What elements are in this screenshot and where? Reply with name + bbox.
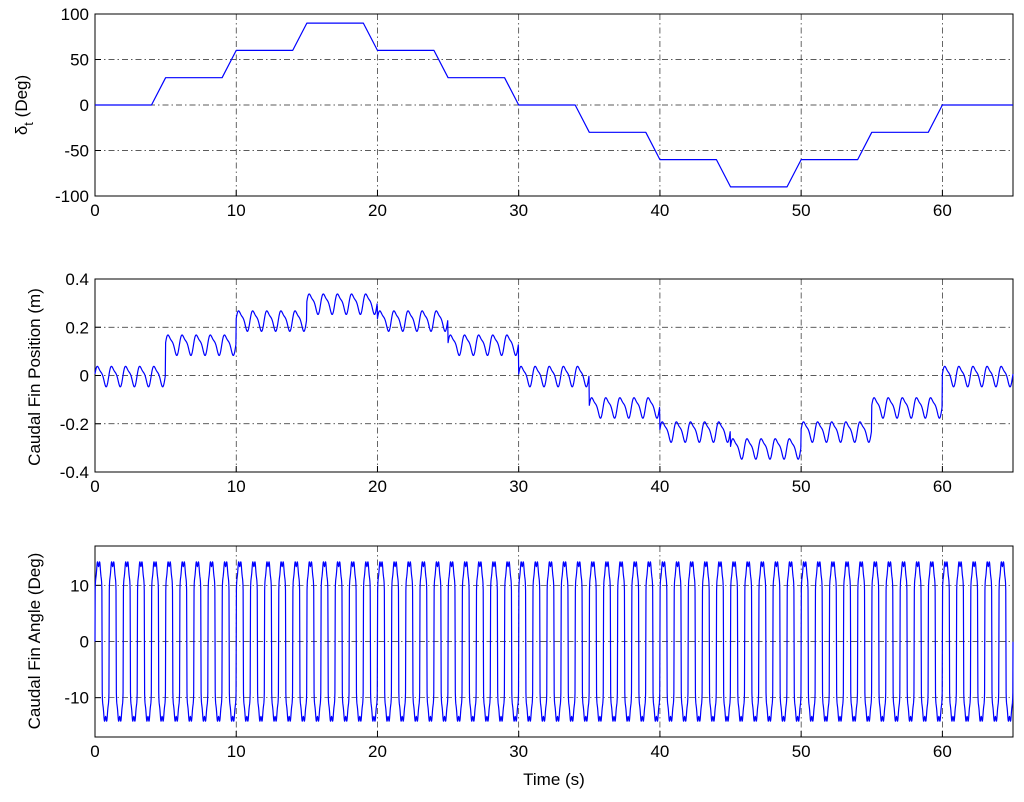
x-tick-label: 30 [509, 742, 528, 761]
chart-panel-steering-angle: 0 10 20 30 40 50 60 -100 -50 0 50 100 δt (Deg) [12, 5, 1014, 220]
x-tick-label: 50 [792, 201, 811, 220]
y-tick-label: -100 [55, 187, 89, 206]
y-axis-label: δt (Deg) [12, 75, 36, 135]
series-line [94, 293, 1014, 460]
series-line [95, 22, 1013, 188]
x-tick-label: 40 [650, 201, 669, 220]
y-tick-label: 100 [61, 5, 89, 24]
x-tick-label: 10 [227, 742, 246, 761]
y-axis-label: Caudal Fin Position (m) [25, 288, 44, 466]
x-tick-label: 0 [90, 201, 99, 220]
y-tick-label: 0 [80, 367, 89, 386]
x-tick-label: 60 [933, 201, 952, 220]
x-tick-label: 0 [90, 742, 99, 761]
y-tick-label: -50 [64, 142, 89, 161]
chart-panel-fin-angle: 0 10 20 30 40 50 60 -10 0 10 Caudal Fin Angle (D… [25, 545, 1014, 789]
y-tick-label: -0.2 [60, 415, 89, 434]
x-tick-label: 60 [933, 742, 952, 761]
x-tick-label: 10 [227, 201, 246, 220]
y-tick-label: 0.4 [65, 270, 89, 289]
chart-panel-fin-position: 0 10 20 30 40 50 60 -0.4 -0.2 0 0.2 0.4 Caudal Fin… [25, 270, 1014, 496]
x-tick-label: 50 [792, 477, 811, 496]
series-line [94, 561, 1014, 722]
y-tick-label: -10 [64, 689, 89, 708]
y-tick-label: 0 [80, 96, 89, 115]
x-tick-label: 10 [227, 477, 246, 496]
y-tick-label: 0 [80, 633, 89, 652]
x-tick-label: 50 [792, 742, 811, 761]
x-tick-label: 20 [368, 477, 387, 496]
x-axis-label: Time (s) [523, 770, 585, 789]
y-axis-label: Caudal Fin Angle (Deg) [25, 553, 44, 730]
x-tick-label: 0 [90, 477, 99, 496]
x-tick-label: 20 [368, 201, 387, 220]
y-tick-label: 10 [70, 576, 89, 595]
y-tick-label: 0.2 [65, 318, 89, 337]
x-tick-label: 60 [933, 477, 952, 496]
y-tick-label: -0.4 [60, 463, 89, 482]
x-tick-label: 30 [509, 201, 528, 220]
x-tick-label: 30 [509, 477, 528, 496]
x-tick-label: 40 [650, 477, 669, 496]
x-tick-label: 20 [368, 742, 387, 761]
y-tick-label: 50 [70, 51, 89, 70]
x-tick-label: 40 [650, 742, 669, 761]
